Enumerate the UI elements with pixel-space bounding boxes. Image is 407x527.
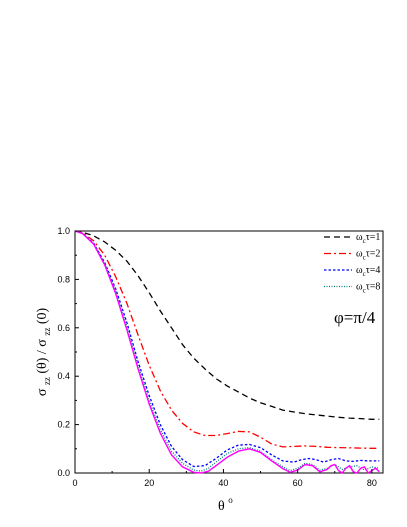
y-tick-label: 1.0	[57, 226, 70, 236]
y-label-num-sub: zz	[42, 377, 52, 385]
y-tick-label: 0.6	[57, 323, 70, 333]
plot-frame	[74, 230, 384, 474]
y-label-den-main: σ	[35, 339, 50, 347]
x-axis-ticks: 0 20 40 60 80	[72, 469, 377, 488]
x-axis-label: θ o	[218, 495, 233, 514]
plot-area: 0 20 40 60 80 0.0 0.2 0.4 0.6 0.8 1.0	[57, 226, 384, 488]
legend-label: ωcτ=4	[356, 265, 380, 278]
series-line-1	[74, 230, 380, 420]
series-layer	[74, 230, 380, 474]
y-label-den-sub: zz	[42, 328, 52, 336]
y-tick-label: 0.0	[57, 468, 70, 478]
series-line-3	[74, 230, 380, 468]
svg-text:θ o: θ o	[218, 495, 233, 514]
y-tick-label: 0.8	[57, 274, 70, 284]
svg-text:σ zz (θ) /: σ zz (θ) / σ zz (0)	[35, 307, 54, 396]
phi-annotation: φ=π/4	[334, 308, 376, 327]
y-label-num-main: σ	[35, 388, 50, 396]
legend-label: ωcτ=2	[356, 249, 380, 262]
y-label-num-arg: (θ)	[35, 357, 50, 373]
y-tick-label: 0.2	[57, 420, 70, 430]
x-tick-label: 60	[293, 478, 303, 488]
series-line-4	[74, 230, 380, 472]
legend-label: ωcτ=8	[356, 282, 380, 295]
y-label-den-arg: (0)	[35, 307, 50, 324]
legend-label: ωcτ=1	[356, 232, 380, 245]
legend: ωcτ=1 ωcτ=2 ωcτ=4 ωcτ=8	[324, 232, 380, 295]
x-axis-label-main: θ	[218, 499, 225, 514]
x-tick-label: 0	[72, 478, 77, 488]
x-tick-label: 40	[218, 478, 228, 488]
x-axis-label-superscript: o	[228, 495, 233, 505]
series-line-5	[74, 230, 380, 474]
y-axis-label: σ zz (θ) / σ zz (0)	[35, 307, 54, 396]
x-tick-label: 20	[144, 478, 154, 488]
y-tick-label: 0.4	[57, 371, 70, 381]
y-axis-ticks: 0.0 0.2 0.4 0.6 0.8 1.0	[57, 226, 79, 478]
x-tick-label: 80	[367, 478, 377, 488]
series-line-2	[74, 230, 380, 449]
y-label-sep: /	[35, 347, 50, 354]
